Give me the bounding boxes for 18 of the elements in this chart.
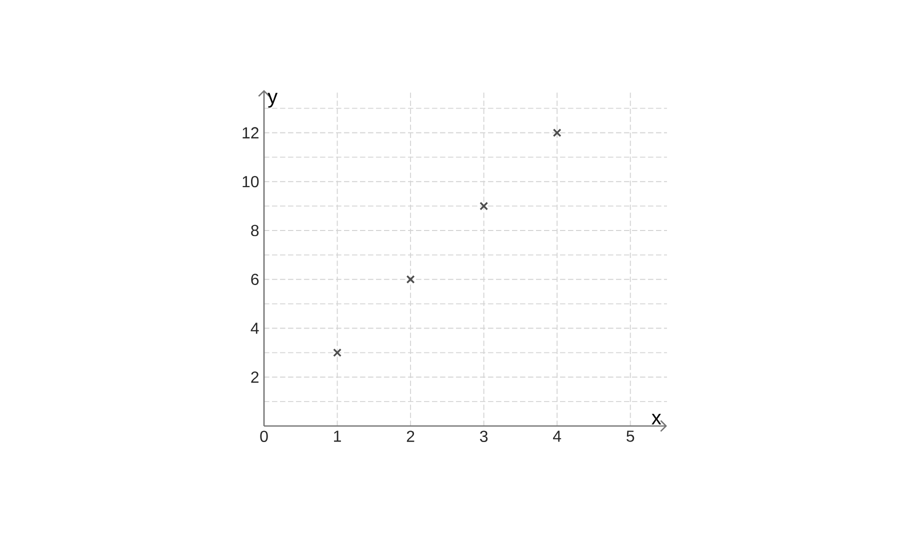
- x-tick-label: 4: [553, 430, 562, 442]
- y-tick-label: 4: [250, 322, 259, 334]
- y-tick-label: 6: [251, 274, 259, 286]
- point: [480, 202, 488, 210]
- y-tick-label: 8: [251, 224, 259, 236]
- point: [552, 128, 562, 138]
- y-tick-label: 12: [242, 127, 258, 138]
- point: [406, 275, 415, 284]
- x-tick-label: 3: [480, 430, 488, 442]
- y-tick-label: 10: [242, 176, 259, 188]
- x-tick-label: 5: [626, 430, 634, 442]
- point: [333, 348, 342, 357]
- x-tick-label: 2: [406, 430, 414, 442]
- x-tick-label: 0: [260, 430, 268, 442]
- x-axis-title: x: [652, 414, 662, 424]
- y-tick-label: 2: [251, 372, 258, 383]
- x-tick-label: 1: [334, 430, 341, 442]
- y-axis-title: y: [268, 92, 278, 108]
